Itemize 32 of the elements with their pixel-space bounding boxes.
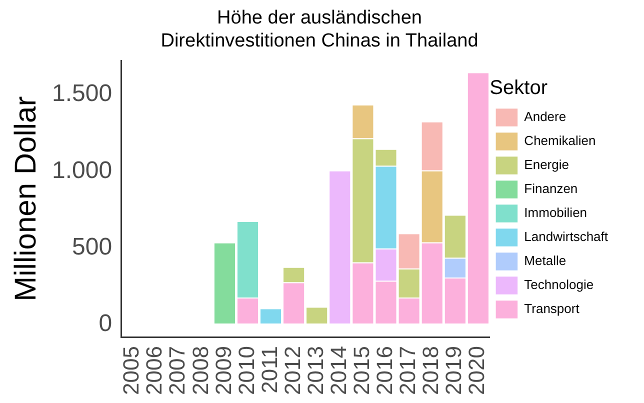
x-tick-label: 2010 — [234, 346, 259, 396]
chart-title: Höhe der ausländischen Direktinvestitionen Chinas in Thailand — [160, 8, 478, 52]
y-tick-label: 1.500 — [52, 80, 112, 108]
x-tick-label: 2017 — [395, 346, 420, 396]
x-tick-label: 2007 — [164, 346, 190, 396]
legend-label: Finanzen — [524, 181, 578, 196]
legend-label: Metalle — [524, 253, 566, 268]
x-tick-label: 2018 — [418, 346, 444, 396]
x-tick-label: 2013 — [302, 346, 328, 396]
x-tick-label: 2008 — [188, 346, 213, 396]
y-axis-title: Millionen Dollar — [9, 96, 42, 302]
x-tick-label: 2016 — [372, 346, 398, 396]
y-tick-label: 500 — [72, 233, 112, 260]
x-tick-label: 2020 — [464, 346, 490, 396]
legend-title: Sektor — [490, 77, 548, 100]
legend-label: Transport — [524, 301, 580, 316]
legend-label: Chemikalien — [524, 133, 596, 148]
legend-label: Energie — [524, 157, 569, 172]
x-tick-label: 2006 — [142, 346, 167, 396]
x-tick-label: 2009 — [210, 346, 236, 396]
legend-label: Andere — [524, 109, 566, 124]
x-tick-label: 2019 — [441, 346, 466, 396]
legend-label: Technologie — [524, 277, 594, 292]
x-tick-label: 2014 — [326, 346, 351, 396]
x-tick-label: 2011 — [256, 346, 282, 394]
y-tick-label: 1.000 — [52, 156, 112, 184]
y-tick-label: 0 — [98, 310, 112, 338]
x-tick-label: 2015 — [349, 346, 374, 396]
legend-label: Landwirtschaft — [524, 229, 608, 244]
legend-label: Immobilien — [524, 205, 588, 220]
x-tick-label: 2012 — [280, 346, 305, 396]
x-tick-label: 2005 — [118, 346, 144, 396]
